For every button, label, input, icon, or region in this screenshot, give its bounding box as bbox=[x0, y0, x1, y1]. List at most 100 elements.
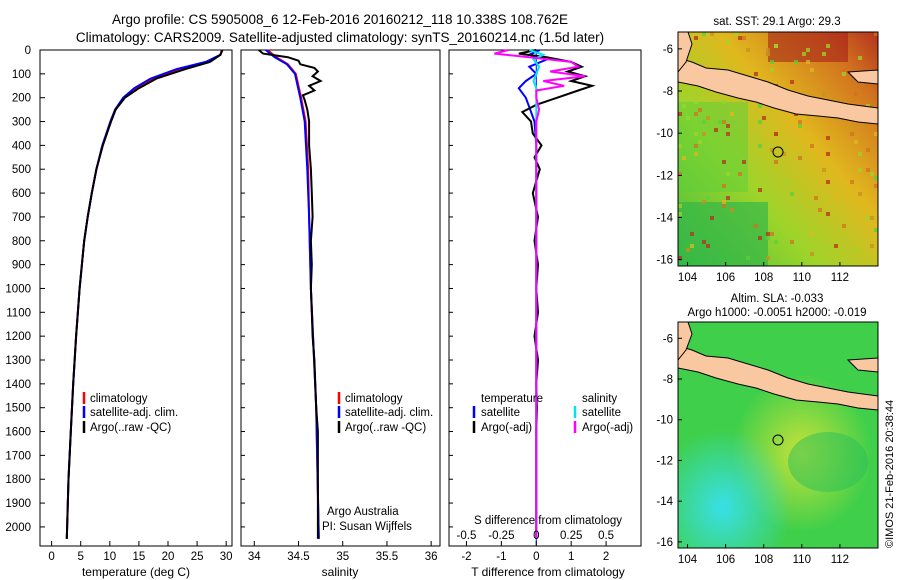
sla-lat-tick-label: -10 bbox=[656, 415, 673, 427]
sst-pixel bbox=[678, 256, 682, 260]
tdiff-xtick-label: 2 bbox=[603, 551, 609, 563]
sdiff-xtick-label: 0.25 bbox=[560, 530, 582, 542]
depth-tick-label: 400 bbox=[12, 140, 31, 152]
sst-pixel bbox=[678, 204, 682, 208]
sst-pixel bbox=[718, 120, 722, 124]
sst-pixel bbox=[794, 60, 798, 64]
sst-pixel bbox=[762, 116, 766, 120]
depth-tick-label: 1300 bbox=[5, 355, 31, 367]
depth-tick-label: 1900 bbox=[5, 498, 31, 510]
sst-pixel bbox=[690, 232, 694, 236]
sst-pixel bbox=[858, 56, 862, 60]
sst-lat-tick-label: -8 bbox=[663, 86, 673, 98]
depth-tick-label: 1500 bbox=[5, 403, 31, 415]
sla-lat-tick-label: -6 bbox=[663, 333, 673, 345]
sst-pixel bbox=[826, 152, 830, 156]
sst-pixel bbox=[866, 104, 870, 108]
sst-pixel bbox=[834, 192, 838, 196]
sumatra-land bbox=[678, 32, 693, 73]
title-line1: Argo profile: CS 5905008_6 12-Feb-2016 2… bbox=[112, 12, 568, 27]
sst-pixel bbox=[790, 192, 794, 196]
sst-pixel bbox=[798, 120, 802, 124]
sal-xtick-label: 35 bbox=[336, 551, 349, 563]
legend-temperature-heading: temperature bbox=[481, 393, 543, 405]
sst-pixel bbox=[870, 244, 874, 248]
sst-pixel bbox=[870, 216, 874, 220]
sdiff-xtick-label: -0.5 bbox=[457, 530, 477, 542]
sst-lon-tick-label: 106 bbox=[716, 272, 735, 284]
difference-axes-frame bbox=[448, 49, 642, 547]
legend-argo: Argo(..raw -QC) bbox=[90, 422, 171, 434]
sst-pixel bbox=[854, 92, 858, 96]
sst-pixel bbox=[834, 196, 838, 200]
sst-pixel bbox=[722, 160, 726, 164]
sst-lat-tick-label: -6 bbox=[663, 44, 673, 56]
argo-australia-label: Argo Australia bbox=[327, 506, 399, 518]
sst-pixel bbox=[726, 172, 730, 176]
sla-lat-tick-label: -12 bbox=[656, 455, 673, 467]
sst-lat-tick-label: -12 bbox=[656, 170, 673, 182]
sdiff-xtick-label: -0.25 bbox=[488, 530, 514, 542]
sst-pixel bbox=[686, 116, 690, 120]
sla-lon-tick-label: 108 bbox=[754, 554, 773, 566]
depth-tick-label: 1800 bbox=[5, 474, 31, 486]
sla-mid-patch bbox=[788, 432, 868, 492]
depth-tick-label: 500 bbox=[12, 164, 31, 176]
salinity-legend: climatology satellite-adj. clim. Argo(..… bbox=[337, 392, 433, 434]
depth-tick-label: 1400 bbox=[5, 379, 31, 391]
sst-pixel bbox=[702, 132, 706, 136]
title-line2: Climatology: CARS2009. Satellite-adjuste… bbox=[76, 30, 604, 45]
sla-lon-tick-label: 106 bbox=[716, 554, 735, 566]
sst-pixel bbox=[746, 48, 750, 52]
difference-panel: -2 -1 0 1 2 -0.5 -0.25 0 0.25 0.5 S difference f… bbox=[448, 49, 642, 579]
sla-title-line1: Altim. SLA: -0.033 bbox=[731, 293, 824, 305]
sst-pixel bbox=[722, 204, 726, 208]
sal-xtick-label: 36 bbox=[425, 551, 438, 563]
sst-pixel bbox=[874, 176, 878, 180]
diff-legend-s-satellite: satellite bbox=[582, 407, 621, 419]
sst-pixel bbox=[710, 216, 714, 220]
sst-lat-tick-label: -10 bbox=[656, 128, 673, 140]
sla-map bbox=[678, 322, 878, 548]
diff-legend-t-argo: Argo(-adj) bbox=[481, 422, 532, 434]
temperature-legend: climatology satellite-adj. clim. Argo(..… bbox=[82, 392, 178, 434]
sst-pixel bbox=[854, 248, 858, 252]
s-difference-xlabel: S difference from climatology bbox=[474, 515, 622, 527]
sst-pixel bbox=[726, 196, 730, 200]
sst-pixel bbox=[858, 152, 862, 156]
sst-pixel bbox=[694, 44, 698, 48]
sst-pixel bbox=[730, 112, 734, 116]
sst-pixel bbox=[766, 236, 770, 240]
legend-climatology: climatology bbox=[90, 393, 148, 405]
depth-tick-label: 2000 bbox=[5, 522, 31, 534]
depth-tick-label: 1600 bbox=[5, 427, 31, 439]
sst-pixel bbox=[854, 140, 858, 144]
sst-pixel bbox=[694, 36, 698, 40]
sst-pixel bbox=[702, 32, 706, 36]
sst-pixel bbox=[726, 40, 730, 44]
sst-pixel bbox=[826, 44, 830, 48]
sst-pixel bbox=[678, 144, 682, 148]
sst-pixel bbox=[818, 180, 822, 184]
sst-pixel bbox=[770, 60, 774, 64]
sst-map-title: sat. SST: 29.1 Argo: 29.3 bbox=[713, 16, 840, 28]
sst-pixel bbox=[682, 156, 686, 160]
sst-pixel bbox=[702, 120, 706, 124]
sst-pixel bbox=[790, 80, 794, 84]
sst-pixel bbox=[766, 132, 770, 136]
sla-lon-ticks: 104 106 108 110 112 bbox=[678, 544, 849, 566]
depth-tick-label: 1700 bbox=[5, 450, 31, 462]
sla-lat-tick-label: -16 bbox=[656, 537, 673, 549]
sst-pixel bbox=[834, 244, 838, 248]
sal-legend-climatology: climatology bbox=[345, 393, 403, 405]
legend-satellite: satellite-adj. clim. bbox=[90, 407, 178, 419]
sla-lat-tick-label: -8 bbox=[663, 374, 673, 386]
java-land bbox=[678, 57, 878, 125]
depth-tick-label: 0 bbox=[25, 45, 31, 57]
depth-tick-label: 100 bbox=[12, 69, 31, 81]
sst-pixel bbox=[874, 32, 878, 36]
imos-credit: ©IMOS 21-Feb-2016 20:38:44 bbox=[884, 400, 896, 548]
sst-pixel bbox=[710, 32, 714, 36]
temperature-marks bbox=[65, 49, 224, 539]
